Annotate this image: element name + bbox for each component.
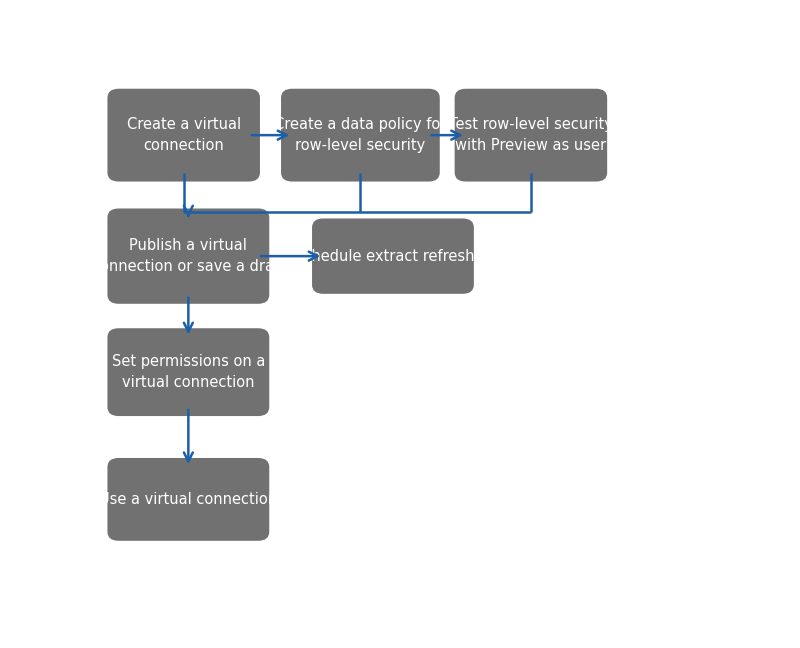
Text: Use a virtual connection: Use a virtual connection [99,492,278,507]
FancyBboxPatch shape [107,329,270,416]
FancyBboxPatch shape [107,458,270,541]
FancyBboxPatch shape [281,89,440,181]
Text: Test row-level security
with Preview as user: Test row-level security with Preview as … [449,117,613,153]
FancyBboxPatch shape [454,89,607,181]
FancyBboxPatch shape [107,89,260,181]
Text: Create a virtual
connection: Create a virtual connection [126,117,241,153]
Text: Schedule extract refreshes: Schedule extract refreshes [294,249,491,264]
FancyBboxPatch shape [107,209,270,304]
Text: Set permissions on a
virtual connection: Set permissions on a virtual connection [112,354,265,390]
Text: Create a data policy for
row-level security: Create a data policy for row-level secur… [274,117,446,153]
Text: Publish a virtual
connection or save a draft: Publish a virtual connection or save a d… [92,238,285,274]
FancyBboxPatch shape [312,218,474,294]
